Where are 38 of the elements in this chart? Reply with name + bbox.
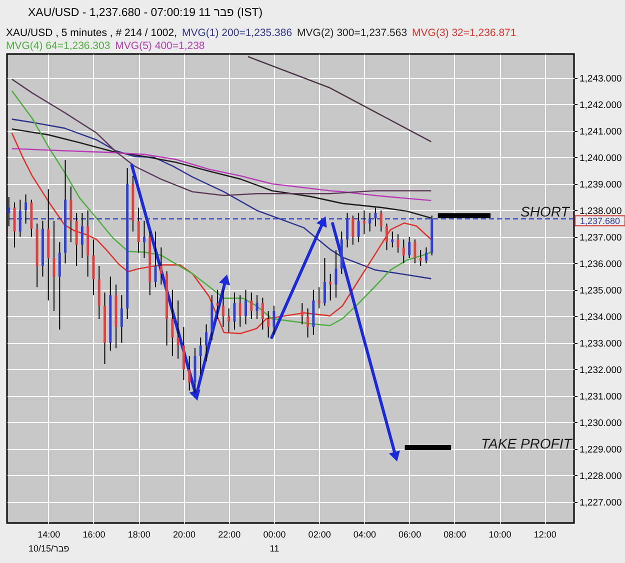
y-tick-label: 1,231.000 bbox=[580, 391, 622, 402]
y-tick-label: 1,237.000 bbox=[580, 232, 622, 244]
y-tick-label: 1,241.000 bbox=[580, 126, 622, 138]
y-tick-label: 1,230.000 bbox=[580, 418, 622, 429]
text: MVG(3) 32=1,236.871 bbox=[412, 27, 516, 39]
y-tick-label: 1,240.000 bbox=[580, 152, 622, 164]
chart-subtitle: XAU/USD , 5 minutes , # 214 / 1002, bbox=[6, 27, 178, 39]
x-tick-label: 04:00 bbox=[353, 530, 376, 540]
y-tick-label: 1,242.000 bbox=[580, 100, 622, 111]
x-tick-label: 16:00 bbox=[82, 530, 106, 540]
x-tick-label: 12:00 bbox=[534, 530, 556, 540]
y-tick-label: 1,236.000 bbox=[580, 258, 622, 270]
x-tick-label: 06:00 bbox=[398, 530, 422, 540]
y-tick-label: 1,243.000 bbox=[580, 73, 622, 84]
y-tick-label: 1,234.000 bbox=[580, 312, 622, 323]
y-tick-label: 1,239.000 bbox=[580, 179, 622, 190]
annotation: SHORT bbox=[520, 204, 571, 220]
x-tick-label: 00:00 11 bbox=[263, 530, 286, 554]
ref-line-label: 1,237.680 bbox=[580, 216, 620, 226]
y-tick-label: 1,235.000 bbox=[580, 285, 622, 296]
y-tick-label: 1,227.000 bbox=[580, 497, 622, 508]
annotation: TAKE PROFIT bbox=[481, 435, 574, 452]
y-tick-label: 1,233.000 bbox=[580, 338, 622, 350]
text: MVG(4) 64=1,236.303 bbox=[6, 40, 110, 52]
y-tick-label: 1,232.000 bbox=[580, 364, 622, 376]
text: MVG(5) 400=1,238 bbox=[115, 40, 205, 52]
text: MVG(1) 200=1,235.386 bbox=[182, 27, 292, 39]
x-tick-label: 18:00 bbox=[128, 530, 150, 540]
chart-title: XAU/USD - 1,237.680 - 07:00:19 11 פבר (IST) bbox=[28, 7, 263, 19]
x-tick-label: 10:00 bbox=[488, 530, 512, 540]
x-tick-label: 22:00 bbox=[218, 530, 241, 540]
y-tick-label: 1,238.000 bbox=[580, 206, 622, 217]
text: MVG(2) 300=1,237.563 bbox=[297, 27, 408, 39]
x-tick-label: 20:00 bbox=[172, 530, 196, 540]
x-tick-label: 02:00 bbox=[308, 530, 331, 540]
y-tick-label: 1,229.000 bbox=[580, 444, 622, 456]
x-tick-label: 08:00 bbox=[444, 530, 466, 540]
y-tick-label: 1,228.000 bbox=[580, 470, 622, 482]
